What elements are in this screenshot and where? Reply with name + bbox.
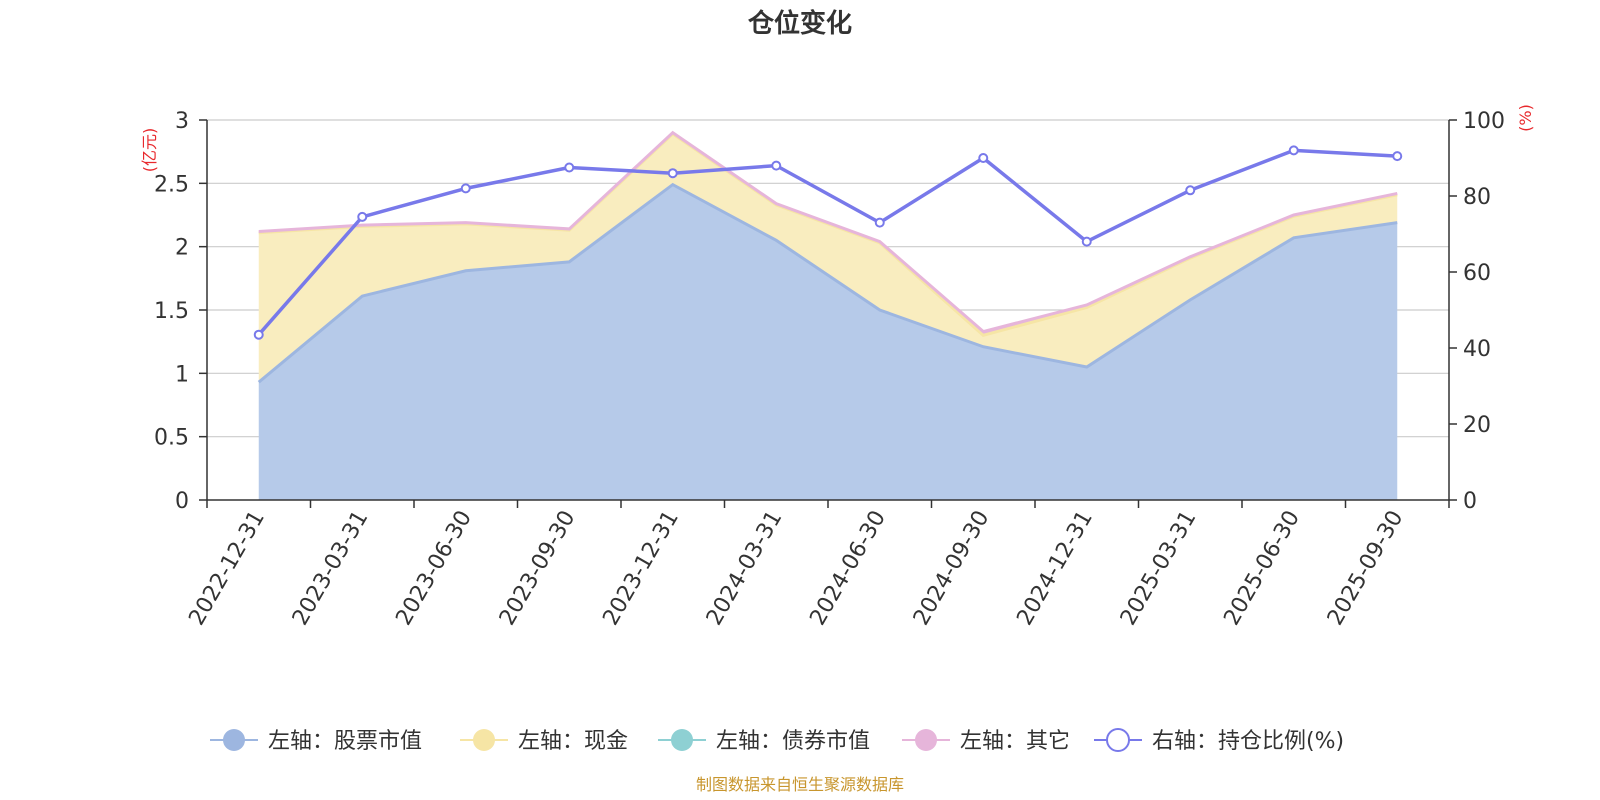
legend-swatch-marker (223, 729, 245, 751)
x-axis-tick-label: 2024-12-31 (1012, 507, 1098, 630)
right-axis-tick-label: 80 (1463, 185, 1491, 210)
left-axis-unit: (亿元) (140, 128, 159, 173)
area-edge-左轴：股票市值 (257, 182, 1398, 384)
holding-ratio-point (564, 162, 575, 173)
data-source: 制图数据来自恒生聚源数据库 (696, 775, 904, 794)
legend-label: 左轴：现金 (518, 729, 628, 754)
holding-ratio-point (874, 217, 885, 228)
x-axis-tick-label: 2024-06-30 (805, 507, 891, 630)
x-axis-tick-label: 2023-09-30 (495, 507, 581, 630)
area-edge-左轴：其它 (258, 130, 1398, 334)
left-axis-tick-label: 0 (175, 489, 189, 514)
left-axis-tick-label: 2 (175, 236, 189, 261)
legend-label: 右轴：持仓比例(%) (1152, 729, 1344, 754)
legend-label: 左轴：其它 (960, 729, 1070, 754)
holding-ratio-point (357, 211, 368, 222)
left-axis-tick-label: 3 (175, 109, 189, 134)
holding-ratio-point (253, 329, 264, 340)
stacked-areas (257, 130, 1398, 500)
holding-ratio-point (1392, 151, 1403, 162)
x-axis-tick-label: 2025-09-30 (1323, 507, 1409, 630)
right-axis-tick-label: 0 (1463, 489, 1477, 514)
legend-label: 左轴：债券市值 (716, 729, 870, 754)
right-axis-tick-label: 100 (1463, 109, 1505, 134)
area-左轴：现金 (258, 133, 1398, 383)
x-axis-tick-label: 2023-03-31 (288, 507, 374, 630)
left-axis-tick-label: 1.5 (154, 299, 189, 324)
holding-ratio-point (460, 183, 471, 194)
holding-ratio-point (771, 160, 782, 171)
legend-swatch-marker (915, 729, 937, 751)
legend-swatch-marker (473, 729, 495, 751)
legend-label: 左轴：股票市值 (268, 729, 422, 754)
x-axis-tick-label: 2025-03-31 (1116, 507, 1202, 630)
left-axis-tick-label: 2.5 (154, 172, 189, 197)
x-axis-tick-label: 2024-09-30 (909, 507, 995, 630)
left-axis-tick-label: 0.5 (154, 426, 189, 451)
legend: 左轴：股票市值 左轴：现金 左轴：债券市值 左轴：其它 右轴：持仓比例(%) (210, 728, 1344, 754)
left-axis-tick-label: 1 (175, 362, 189, 387)
x-axis-tick-label: 2025-06-30 (1219, 507, 1305, 630)
holding-ratio-point (1288, 145, 1299, 156)
x-axis-tick-label: 2023-06-30 (391, 507, 477, 630)
x-axis-tick-label: 2022-12-31 (184, 507, 270, 630)
legend-swatch-marker (671, 729, 693, 751)
right-axis-unit: (%) (1516, 104, 1535, 132)
holding-ratio-path (257, 148, 1398, 336)
right-axis-tick-label: 40 (1463, 337, 1491, 362)
holding-ratio-line (253, 145, 1403, 340)
x-axis-tick-label: 2023-12-31 (598, 507, 684, 630)
chart-title: 仓位变化 (747, 8, 852, 39)
x-axis-tick-label: 2024-03-31 (702, 507, 788, 630)
x-axis-ticks: 2022-12-31 2023-03-31 2023-06-30 2023-09-30… (184, 500, 1450, 630)
holding-ratio-point (1081, 236, 1092, 247)
area-左轴：股票市值 (258, 184, 1398, 500)
holding-ratio-point (667, 168, 678, 179)
legend-swatch-marker (1106, 728, 1130, 752)
right-axis-tick-label: 20 (1463, 413, 1491, 438)
holding-ratio-point (1185, 185, 1196, 196)
holding-ratio-point (978, 153, 989, 163)
right-axis-tick-label: 60 (1463, 261, 1491, 286)
